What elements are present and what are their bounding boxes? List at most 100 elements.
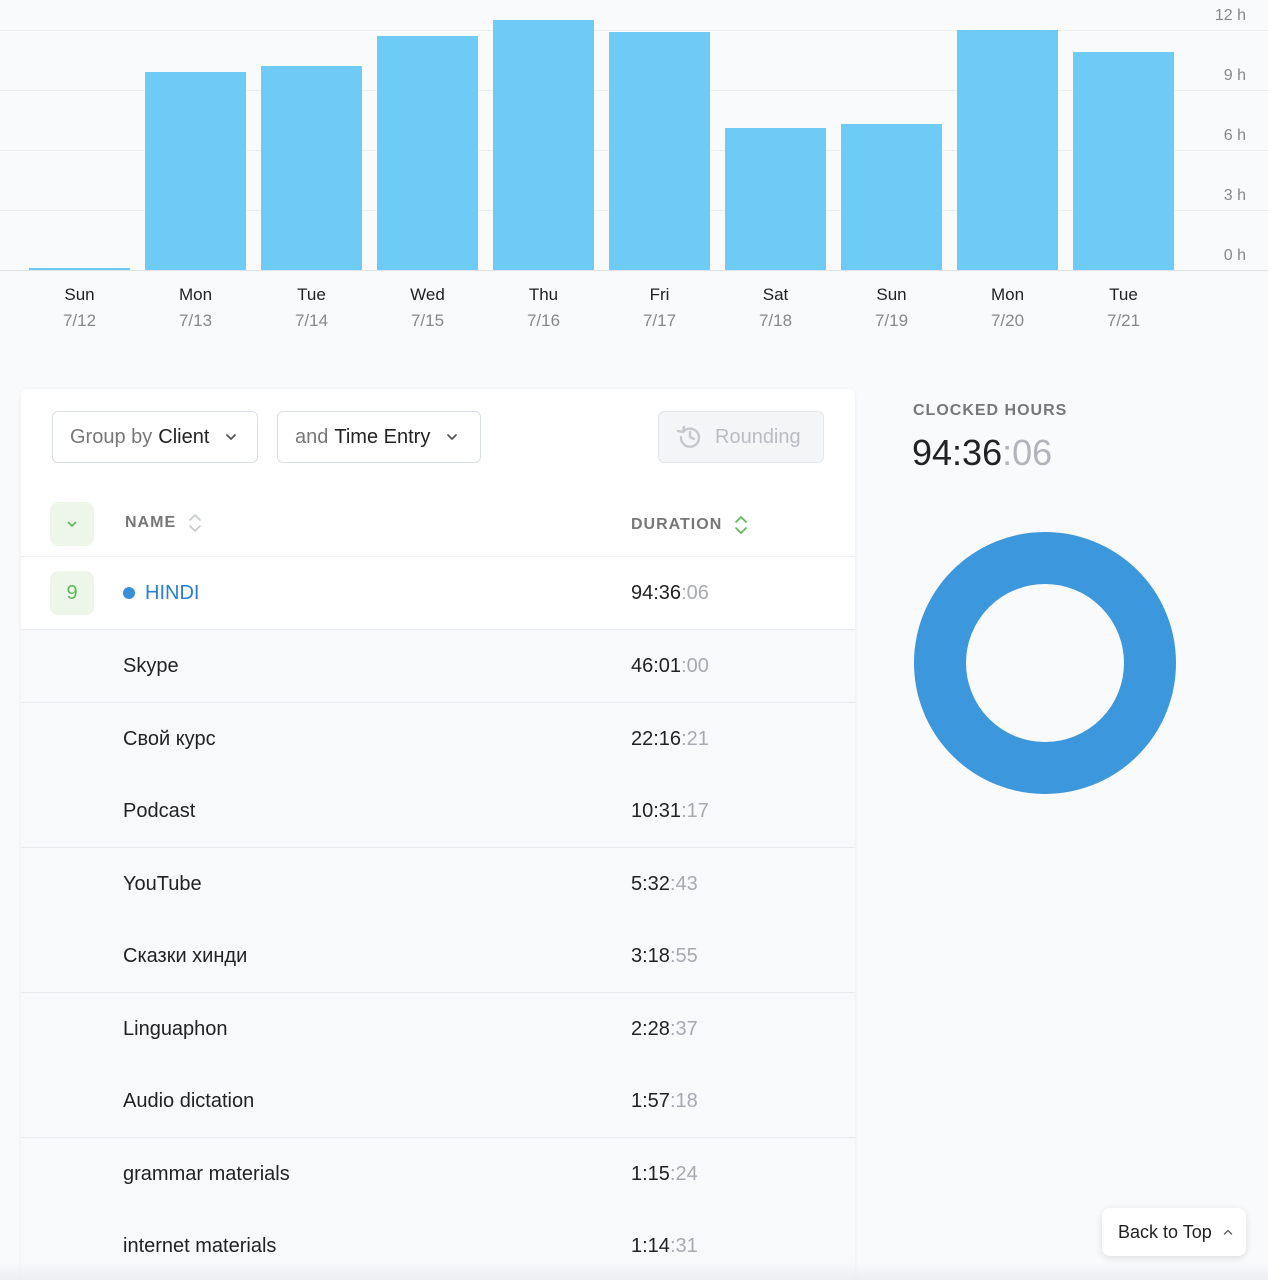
x-tick-day-label: Mon — [179, 285, 212, 304]
entry-name: internet materials — [123, 1234, 277, 1257]
expand-all-button[interactable] — [50, 502, 94, 546]
table-row[interactable]: YouTube 5:32:43 — [21, 848, 855, 921]
rounding-button[interactable]: Rounding — [658, 411, 824, 463]
entry-count-badge[interactable]: 9 — [50, 571, 94, 615]
duration-column-header[interactable]: DURATION — [631, 514, 748, 536]
clocked-hours-main: 94:36 — [912, 432, 1003, 473]
entry-name: Сказки хинди — [123, 944, 248, 967]
entry-duration-main: 1:15 — [631, 1162, 670, 1185]
entry-duration-seconds: :21 — [681, 727, 709, 750]
entry-duration: 46:01:00 — [631, 655, 709, 678]
name-column-label: NAME — [125, 514, 177, 531]
duration-column-label: DURATION — [631, 516, 723, 533]
x-tick-date-label: 7/20 — [991, 311, 1024, 330]
table-row[interactable]: Skype 46:01:00 — [21, 630, 855, 703]
x-tick-day-label: Fri — [650, 285, 670, 304]
entry-duration-main: 10:31 — [631, 799, 682, 822]
daily-hours-bar-chart: 0 h 3 h 6 h 9 h 12 h Sun 7/12 Mon 7/13 Tue 7/14 We… — [0, 7, 1268, 330]
bar-wed-7-15[interactable] — [377, 36, 478, 270]
back-to-top-label: Back to Top — [1118, 1221, 1212, 1242]
entry-duration-main: 46:01 — [631, 654, 682, 677]
entry-duration: 22:16:21 — [631, 728, 709, 751]
y-tick-label: 9 h — [1224, 67, 1246, 84]
y-tick-label: 0 h — [1224, 247, 1246, 264]
x-tick-date-label: 7/13 — [179, 311, 212, 330]
history-icon — [676, 425, 701, 448]
x-tick-day-label: Sun — [64, 285, 94, 304]
entry-duration-main: 5:32 — [631, 872, 670, 895]
bar-mon-7-13[interactable] — [145, 72, 246, 270]
entry-duration-main: 1:14 — [631, 1234, 670, 1257]
chevron-down-icon — [226, 434, 237, 440]
client-share-donut-chart — [914, 532, 1176, 794]
entry-duration: 1:14:31 — [631, 1235, 698, 1258]
x-tick-date-label: 7/21 — [1107, 311, 1140, 330]
group-by-value: Client — [158, 425, 210, 448]
report-table-card: Group by Client and Time Entry Rounding — [21, 389, 855, 1280]
table-row[interactable]: Podcast 10:31:17 — [21, 775, 855, 848]
x-tick-date-label: 7/17 — [643, 311, 676, 330]
entry-duration-seconds: :37 — [669, 1017, 698, 1040]
entry-duration: 5:32:43 — [631, 873, 698, 896]
entry-name: Podcast — [123, 799, 196, 822]
entry-name: YouTube — [123, 872, 202, 895]
table-row[interactable]: Audio dictation 1:57:18 — [21, 1065, 855, 1138]
table-row[interactable]: grammar materials 1:15:24 — [21, 1138, 855, 1211]
bar-tue-7-14[interactable] — [261, 66, 362, 270]
table-row[interactable]: Свой курс 22:16:21 — [21, 703, 855, 776]
table-row[interactable]: Linguaphon 2:28:37 — [21, 993, 855, 1066]
sort-icon — [189, 514, 201, 532]
x-tick-day-label: Tue — [297, 285, 326, 304]
entry-duration-seconds: :18 — [669, 1089, 698, 1112]
donut-slice-hindi[interactable] — [914, 532, 1176, 794]
bar-fri-7-17[interactable] — [609, 32, 710, 270]
entry-name: Skype — [123, 654, 179, 677]
chevron-down-icon — [67, 521, 77, 527]
entry-duration: 10:31:17 — [631, 800, 709, 823]
bar-mon-7-20[interactable] — [957, 30, 1058, 270]
back-to-top-button[interactable]: Back to Top — [1102, 1208, 1246, 1256]
y-tick-label: 12 h — [1215, 7, 1246, 24]
x-tick-date-label: 7/12 — [63, 311, 96, 330]
client-name-cell: HINDI — [123, 582, 199, 605]
x-tick-date-label: 7/15 — [411, 311, 444, 330]
bar-sun-7-19[interactable] — [841, 124, 942, 270]
client-group-row[interactable]: 9 HINDI 94:36:06 — [21, 557, 855, 630]
subgroup-dropdown[interactable]: and Time Entry — [277, 411, 481, 463]
entry-name: Audio dictation — [123, 1089, 255, 1112]
entry-name: grammar materials — [123, 1162, 290, 1185]
x-tick-date-label: 7/14 — [295, 311, 328, 330]
entry-name: Linguaphon — [123, 1017, 228, 1040]
entry-duration-main: 3:18 — [631, 944, 670, 967]
bar-tue-7-21[interactable] — [1073, 52, 1174, 270]
table-row[interactable]: Сказки хинди 3:18:55 — [21, 920, 855, 993]
entry-duration-seconds: :00 — [681, 654, 709, 677]
x-tick-day-label: Tue — [1109, 285, 1138, 304]
entry-duration-seconds: :55 — [669, 944, 698, 967]
chevron-down-icon — [447, 434, 458, 440]
table-row[interactable]: internet materials 1:14:31 — [21, 1210, 855, 1280]
y-tick-label: 6 h — [1224, 127, 1246, 144]
x-tick-date-label: 7/18 — [759, 311, 792, 330]
y-tick-label: 3 h — [1224, 187, 1246, 204]
bar-sun-7-12[interactable] — [29, 268, 130, 270]
group-duration-seconds: :06 — [681, 581, 709, 604]
entry-duration-seconds: :43 — [669, 872, 698, 895]
x-tick-date-label: 7/16 — [527, 311, 560, 330]
entry-duration-seconds: :17 — [681, 799, 709, 822]
entry-duration: 1:57:18 — [631, 1090, 698, 1113]
bar-sat-7-18[interactable] — [725, 128, 826, 270]
group-by-dropdown[interactable]: Group by Client — [52, 411, 258, 463]
client-name: HINDI — [145, 581, 200, 604]
entry-duration-seconds: :31 — [669, 1234, 698, 1257]
entry-duration: 2:28:37 — [631, 1018, 698, 1041]
clocked-hours-seconds: :06 — [1002, 432, 1053, 473]
bar-thu-7-16[interactable] — [493, 20, 594, 270]
entry-duration-main: 22:16 — [631, 727, 682, 750]
clocked-hours-label: CLOCKED HOURS — [913, 402, 1068, 419]
x-tick-day-label: Wed — [410, 285, 445, 304]
entry-duration-main: 1:57 — [631, 1089, 670, 1112]
name-column-header[interactable]: NAME — [125, 512, 202, 534]
group-duration-main: 94:36 — [631, 581, 682, 604]
